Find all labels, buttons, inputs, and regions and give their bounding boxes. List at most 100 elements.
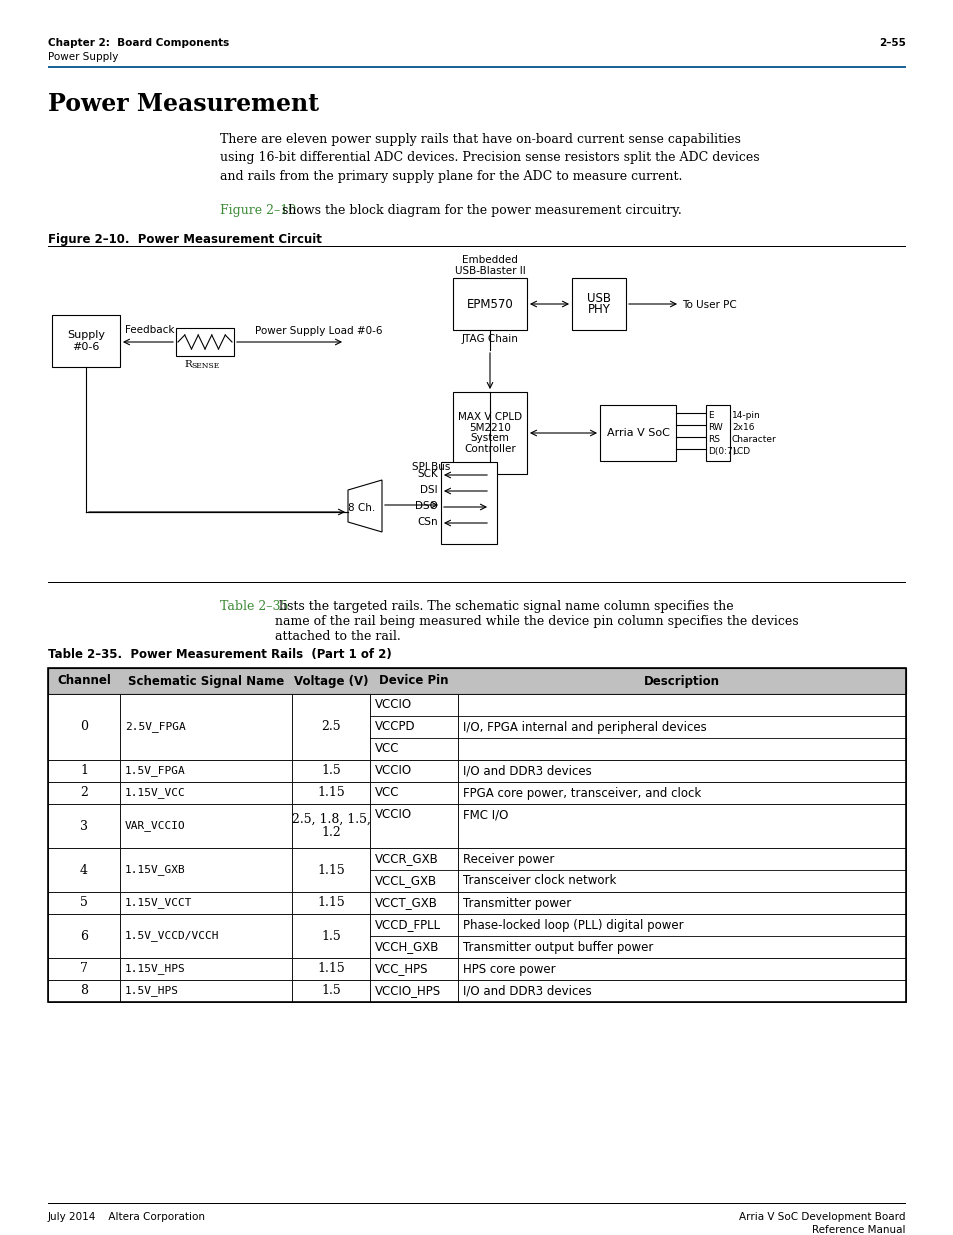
Bar: [457, 958, 905, 981]
Text: VCC_HPS: VCC_HPS: [375, 962, 428, 976]
Text: 2–55: 2–55: [879, 38, 905, 48]
Bar: [48, 65, 905, 68]
Text: Controller: Controller: [464, 443, 516, 453]
Bar: [457, 914, 905, 958]
Text: 2x16: 2x16: [731, 424, 754, 432]
Text: Description: Description: [643, 674, 720, 688]
Text: VCCT_GXB: VCCT_GXB: [375, 897, 437, 909]
Text: RW: RW: [707, 424, 722, 432]
Text: 1.15: 1.15: [316, 863, 345, 877]
Text: Transceiver clock network: Transceiver clock network: [462, 874, 616, 888]
Text: lists the targeted rails. The schematic signal name column specifies the
name of: lists the targeted rails. The schematic …: [274, 600, 798, 643]
Text: USB: USB: [586, 291, 610, 305]
Bar: [370, 694, 457, 760]
Text: 1.5: 1.5: [321, 930, 340, 942]
Text: I/O and DDR3 devices: I/O and DDR3 devices: [462, 984, 591, 998]
Text: I/O, FPGA internal and peripheral devices: I/O, FPGA internal and peripheral device…: [462, 720, 706, 734]
Text: 6: 6: [80, 930, 88, 942]
Bar: [292, 892, 370, 914]
Text: shows the block diagram for the power measurement circuitry.: shows the block diagram for the power me…: [277, 204, 681, 217]
Bar: [48, 760, 120, 782]
Bar: [370, 958, 457, 981]
Text: 1.15V_GXB: 1.15V_GXB: [125, 864, 186, 876]
Text: 5: 5: [80, 897, 88, 909]
Bar: [370, 981, 457, 1002]
Text: 8: 8: [80, 984, 88, 998]
Bar: [572, 278, 625, 330]
Text: 1.15V_HPS: 1.15V_HPS: [125, 963, 186, 974]
Text: SCK: SCK: [416, 469, 437, 479]
Text: VCC: VCC: [375, 742, 399, 756]
Text: VCCR_GXB: VCCR_GXB: [375, 852, 438, 866]
Text: 1.15V_VCCT: 1.15V_VCCT: [125, 898, 193, 909]
Bar: [175, 329, 233, 356]
Text: E: E: [707, 411, 713, 420]
Text: LCD: LCD: [731, 447, 749, 456]
Bar: [457, 804, 905, 848]
Text: 1.5V_VCCD/VCCH: 1.5V_VCCD/VCCH: [125, 930, 219, 941]
Text: 1.15: 1.15: [316, 962, 345, 976]
Text: VCCL_GXB: VCCL_GXB: [375, 874, 436, 888]
Text: VCCD_FPLL: VCCD_FPLL: [375, 919, 440, 931]
Text: Voltage (V): Voltage (V): [294, 674, 368, 688]
Text: VCCIO_HPS: VCCIO_HPS: [375, 984, 440, 998]
Text: VCCIO: VCCIO: [375, 809, 412, 821]
Text: Transmitter power: Transmitter power: [462, 897, 571, 909]
Bar: [48, 668, 905, 694]
Bar: [440, 462, 497, 543]
Bar: [705, 405, 729, 461]
Bar: [370, 914, 457, 958]
Bar: [48, 668, 905, 1002]
Bar: [120, 892, 292, 914]
Text: Table 2–35: Table 2–35: [220, 600, 288, 613]
Bar: [457, 694, 905, 760]
Text: 5M2210: 5M2210: [469, 422, 511, 432]
Bar: [48, 958, 120, 981]
Bar: [48, 914, 120, 958]
Bar: [120, 848, 292, 892]
Bar: [48, 804, 120, 848]
Text: 1.15V_VCC: 1.15V_VCC: [125, 788, 186, 799]
Bar: [48, 782, 120, 804]
Text: 4: 4: [80, 863, 88, 877]
Bar: [48, 981, 120, 1002]
Text: JTAG Chain: JTAG Chain: [461, 333, 517, 345]
Text: PHY: PHY: [587, 304, 610, 316]
Text: USB-Blaster II: USB-Blaster II: [455, 266, 525, 275]
Text: RS: RS: [707, 435, 720, 445]
Text: MAX V CPLD: MAX V CPLD: [457, 412, 521, 422]
Bar: [120, 958, 292, 981]
Text: VAR_VCCIO: VAR_VCCIO: [125, 820, 186, 831]
Bar: [120, 760, 292, 782]
Text: 2: 2: [80, 787, 88, 799]
Text: D(0:7): D(0:7): [707, 447, 736, 456]
Text: 7: 7: [80, 962, 88, 976]
Bar: [292, 958, 370, 981]
Text: Embedded: Embedded: [461, 254, 517, 266]
Bar: [48, 892, 120, 914]
Text: R: R: [184, 359, 192, 369]
Text: Device Pin: Device Pin: [379, 674, 448, 688]
Bar: [120, 782, 292, 804]
Text: I/O and DDR3 devices: I/O and DDR3 devices: [462, 764, 591, 778]
Text: Figure 2–10.  Power Measurement Circuit: Figure 2–10. Power Measurement Circuit: [48, 233, 321, 246]
Text: July 2014    Altera Corporation: July 2014 Altera Corporation: [48, 1212, 206, 1221]
Bar: [453, 278, 526, 330]
Text: #0-6: #0-6: [72, 342, 99, 352]
Text: 14-pin: 14-pin: [731, 411, 760, 420]
Bar: [370, 782, 457, 804]
Text: Chapter 2:  Board Components: Chapter 2: Board Components: [48, 38, 229, 48]
Text: 2.5V_FPGA: 2.5V_FPGA: [125, 721, 186, 732]
Text: DSI: DSI: [420, 485, 437, 495]
Text: System: System: [470, 433, 509, 443]
Text: 1.5V_FPGA: 1.5V_FPGA: [125, 766, 186, 777]
Text: 1.2: 1.2: [321, 826, 340, 839]
Text: 2.5, 1.8, 1.5,: 2.5, 1.8, 1.5,: [292, 813, 370, 826]
Bar: [370, 804, 457, 848]
Text: 1.5V_HPS: 1.5V_HPS: [125, 986, 179, 997]
Text: 1.15: 1.15: [316, 787, 345, 799]
Text: To User PC: To User PC: [681, 300, 736, 310]
Text: Character: Character: [731, 435, 776, 445]
Bar: [457, 782, 905, 804]
Text: SENSE: SENSE: [191, 362, 219, 370]
